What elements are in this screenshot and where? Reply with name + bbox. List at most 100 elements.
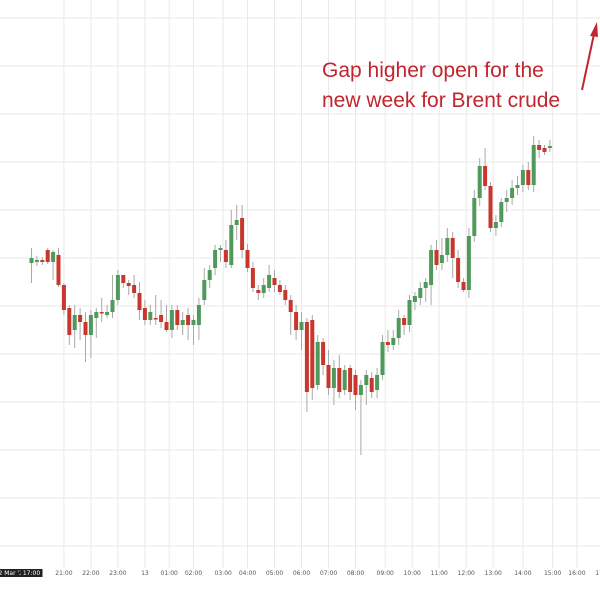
candle-down: [542, 148, 547, 152]
candle-up: [510, 188, 515, 198]
candle-up: [299, 322, 304, 330]
candle-up: [213, 250, 218, 268]
x-tick-label: 13: [141, 570, 149, 577]
candle-up: [418, 288, 423, 298]
candle-up: [261, 285, 266, 293]
x-tick-label: 14:00: [514, 570, 531, 577]
candle-down: [142, 308, 147, 320]
candle-down: [461, 282, 466, 290]
x-tick-label: 04:00: [239, 570, 256, 577]
candle-up: [423, 282, 428, 288]
candle-down: [294, 312, 299, 330]
candle-down: [99, 312, 104, 314]
x-tick-label: 02:00: [185, 570, 202, 577]
candle-down: [83, 322, 88, 335]
candle-up: [34, 260, 39, 262]
candle-down: [402, 318, 407, 325]
candle-down: [121, 275, 126, 283]
candle-up: [499, 202, 504, 222]
candle-down: [153, 318, 158, 320]
candle-up: [391, 338, 396, 345]
candle-up: [477, 166, 482, 198]
candle-down: [186, 315, 191, 325]
x-tick-label: 16:00: [568, 570, 585, 577]
candle-up: [29, 258, 34, 263]
candle-down: [61, 285, 66, 310]
candle-up: [380, 342, 385, 375]
x-tick-label: 01:00: [161, 570, 178, 577]
candle-up: [191, 320, 196, 325]
candle-up: [429, 250, 434, 285]
x-tick-label: 10:00: [404, 570, 421, 577]
candle-down: [348, 368, 353, 392]
candle-up: [148, 312, 153, 320]
candle-down: [310, 320, 315, 388]
candle-down: [78, 315, 83, 322]
x-tick-highlight-bg: [0, 569, 31, 577]
candle-down: [283, 290, 288, 300]
x-tick-label: 17:00: [595, 570, 600, 577]
annotation-arrow-shaft: [581, 33, 595, 91]
candle-down: [385, 342, 390, 345]
candle-up: [412, 296, 417, 302]
x-tick-label: 07:00: [320, 570, 337, 577]
candles: [29, 136, 552, 455]
candle-up: [180, 320, 185, 325]
x-tick-label: 23:00: [109, 570, 126, 577]
candle-up: [169, 310, 174, 330]
candle-up: [531, 145, 536, 185]
candle-up: [407, 300, 412, 325]
candle-up: [94, 312, 99, 318]
candle-up: [342, 370, 347, 390]
candle-up: [207, 270, 212, 280]
candle-up: [515, 185, 520, 188]
candle-down: [277, 285, 282, 292]
candle-up: [331, 368, 336, 388]
candle-down: [526, 170, 531, 185]
candle-down: [353, 375, 358, 395]
candle-up: [547, 146, 552, 148]
candle-down: [175, 310, 180, 325]
candle-down: [132, 285, 137, 293]
candle-up: [88, 315, 93, 335]
candle-up: [315, 342, 320, 385]
x-tick-label: 21:00: [55, 570, 72, 577]
annotation-line-2: new week for Brent crude: [322, 89, 560, 112]
candle-up: [267, 275, 272, 288]
annotation-arrow-head: [590, 22, 598, 37]
candle-up: [358, 385, 363, 395]
candle-up: [196, 305, 201, 325]
candle-down: [326, 365, 331, 388]
candle-down: [321, 342, 326, 365]
x-tick-label: 09:00: [377, 570, 394, 577]
candle-up: [466, 236, 471, 290]
candle-down: [288, 300, 293, 312]
x-tick-label: 03:00: [215, 570, 232, 577]
candle-up: [105, 312, 110, 315]
candle-down: [240, 218, 245, 250]
candle-down: [67, 308, 72, 335]
candle-down: [245, 250, 250, 268]
candle-down: [369, 378, 374, 392]
candle-down: [137, 293, 142, 310]
candle-up: [51, 252, 56, 262]
candle-up: [520, 170, 525, 185]
candle-up: [218, 248, 223, 250]
candle-up: [110, 300, 115, 312]
x-tick-label: 12:00: [458, 570, 475, 577]
candle-up: [375, 375, 380, 390]
candle-up: [115, 275, 120, 300]
candle-down: [159, 315, 164, 322]
x-tick-label: 08:00: [347, 570, 364, 577]
candle-down: [56, 255, 61, 285]
candle-down: [256, 290, 261, 293]
x-tick-label-highlight: 2 Mar '26: [0, 570, 27, 577]
candle-down: [250, 268, 255, 288]
candle-down: [537, 145, 542, 150]
candle-up: [364, 375, 369, 385]
candle-up: [202, 280, 207, 300]
grid: [0, 0, 600, 568]
